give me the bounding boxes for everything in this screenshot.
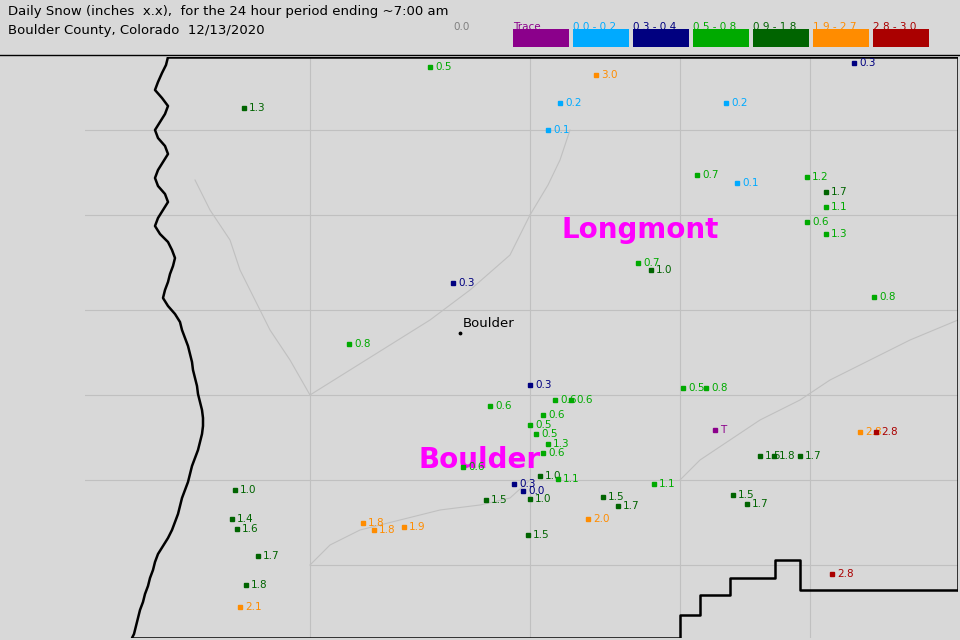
Text: Boulder: Boulder	[463, 317, 515, 330]
Bar	[573, 29, 629, 47]
Bar	[753, 29, 809, 47]
Text: 1.8: 1.8	[779, 451, 796, 461]
Text: 0.9 - 1.8: 0.9 - 1.8	[753, 22, 797, 32]
Text: Boulder: Boulder	[419, 446, 541, 474]
Text: 0.1: 0.1	[742, 178, 758, 188]
Text: 1.5: 1.5	[608, 492, 625, 502]
Text: 1.1: 1.1	[563, 474, 580, 484]
Text: 2.8 - 3.0: 2.8 - 3.0	[873, 22, 917, 32]
Text: 1.0: 1.0	[656, 265, 673, 275]
Text: 3.0: 3.0	[601, 70, 617, 80]
Text: 0.5: 0.5	[535, 420, 551, 430]
Text: 0.6: 0.6	[548, 410, 564, 420]
Text: 0.5: 0.5	[435, 62, 451, 72]
Text: T: T	[720, 425, 727, 435]
Text: 1.0: 1.0	[545, 471, 562, 481]
Text: Boulder County, Colorado  12/13/2020: Boulder County, Colorado 12/13/2020	[8, 24, 265, 37]
Text: 0.6: 0.6	[576, 395, 592, 405]
Text: 0.3 - 0.4: 0.3 - 0.4	[633, 22, 676, 32]
Text: 0.7: 0.7	[702, 170, 718, 180]
Text: 2.8: 2.8	[837, 569, 853, 579]
Text: 0.6: 0.6	[560, 395, 577, 405]
Text: 1.5: 1.5	[533, 530, 550, 540]
Text: 1.4: 1.4	[237, 514, 253, 524]
Text: 1.6: 1.6	[242, 524, 258, 534]
Text: 1.7: 1.7	[805, 451, 822, 461]
Text: 0.6: 0.6	[468, 462, 485, 472]
Text: 1.1: 1.1	[659, 479, 676, 489]
Text: 1.1: 1.1	[831, 202, 848, 212]
Text: 0.0 - 0.2: 0.0 - 0.2	[573, 22, 616, 32]
Bar	[513, 29, 569, 47]
Text: 1.8: 1.8	[379, 525, 396, 535]
Text: 0.6: 0.6	[812, 217, 828, 227]
Text: 1.5: 1.5	[491, 495, 508, 505]
Text: 1.5: 1.5	[738, 490, 755, 500]
Text: 1.3: 1.3	[553, 439, 569, 449]
Text: 0.2: 0.2	[565, 98, 582, 108]
Text: 2.0: 2.0	[593, 514, 610, 524]
Text: 1.5: 1.5	[765, 451, 781, 461]
Text: Trace: Trace	[513, 22, 540, 32]
Text: 0.3: 0.3	[859, 58, 876, 68]
Text: 0.8: 0.8	[354, 339, 371, 349]
Text: 1.7: 1.7	[263, 551, 279, 561]
Bar	[693, 29, 749, 47]
Text: 0.7: 0.7	[643, 258, 660, 268]
Text: 0.5: 0.5	[688, 383, 705, 393]
Text: 0.3: 0.3	[458, 278, 474, 288]
Text: 1.8: 1.8	[368, 518, 385, 528]
Text: 0.6: 0.6	[548, 448, 564, 458]
Text: 2.8: 2.8	[865, 427, 881, 437]
Text: 0.8: 0.8	[879, 292, 896, 302]
Text: 0.3: 0.3	[535, 380, 551, 390]
Text: Daily Snow (inches  x.x),  for the 24 hour period ending ~7:00 am: Daily Snow (inches x.x), for the 24 hour…	[8, 5, 448, 18]
Text: 1.0: 1.0	[535, 494, 551, 504]
Text: 0.2: 0.2	[731, 98, 748, 108]
Bar	[633, 29, 689, 47]
Text: 0.0: 0.0	[528, 486, 544, 496]
Text: 1.9 - 2.7: 1.9 - 2.7	[813, 22, 856, 32]
Text: 0.3: 0.3	[519, 479, 536, 489]
Text: 1.8: 1.8	[251, 580, 268, 590]
Text: 1.7: 1.7	[623, 501, 639, 511]
Text: 1.3: 1.3	[831, 229, 848, 239]
Text: 0.0: 0.0	[453, 22, 469, 32]
Text: 2.8: 2.8	[881, 427, 898, 437]
Text: 1.2: 1.2	[812, 172, 828, 182]
Text: 1.3: 1.3	[249, 103, 266, 113]
Text: 2.1: 2.1	[245, 602, 262, 612]
Text: 0.6: 0.6	[495, 401, 512, 411]
Text: 1.9: 1.9	[409, 522, 425, 532]
Bar	[813, 29, 869, 47]
Text: 0.5: 0.5	[541, 429, 558, 439]
Text: 0.1: 0.1	[553, 125, 569, 135]
Text: 0.5 - 0.8: 0.5 - 0.8	[693, 22, 736, 32]
Text: 0.8: 0.8	[711, 383, 728, 393]
Text: Longmont: Longmont	[562, 216, 719, 244]
Text: 1.7: 1.7	[752, 499, 769, 509]
Text: 1.7: 1.7	[831, 187, 848, 197]
Bar	[873, 29, 929, 47]
Text: 1.0: 1.0	[240, 485, 256, 495]
